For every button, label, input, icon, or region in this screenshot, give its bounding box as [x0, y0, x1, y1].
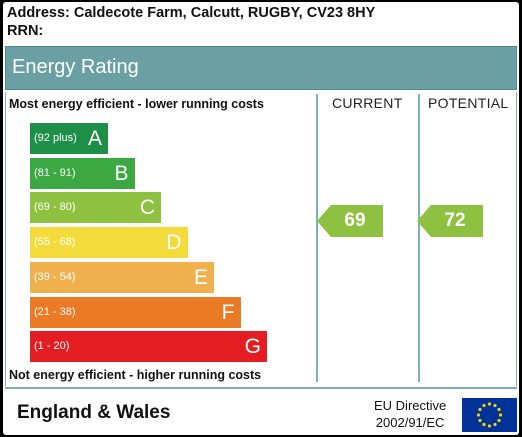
band-range: (39 - 54)	[34, 270, 76, 283]
eu-flag-icon	[462, 398, 517, 432]
band-g: (1 - 20) G	[30, 331, 267, 363]
top-note: Most energy efficient - lower running co…	[9, 97, 264, 111]
current-divider	[316, 94, 318, 382]
eu-directive: EU Directive 2002/91/EC	[374, 397, 446, 431]
band-range: (1 - 20)	[34, 340, 70, 353]
current-arrow-shape	[317, 205, 383, 238]
rating-chart	[5, 92, 517, 386]
band-f: (21 - 38) F	[30, 296, 241, 328]
band-e: (39 - 54) E	[30, 261, 214, 293]
band-letter: B	[114, 161, 129, 185]
potential-header: POTENTIAL	[428, 95, 509, 111]
band-range: (69 - 80)	[34, 201, 76, 214]
footer: England & Wales EU Directive 2002/91/EC	[5, 387, 517, 434]
band-range: (21 - 38)	[34, 305, 76, 318]
band-d: (55 - 68) D	[30, 227, 188, 259]
current-rating-arrow: 69	[317, 205, 383, 238]
directive-line-2: 2002/91/EC	[375, 415, 445, 430]
bottom-note: Not energy efficient - higher running co…	[9, 368, 262, 382]
band-c: (69 - 80) C	[30, 192, 161, 224]
band-range: (55 - 68)	[34, 236, 76, 249]
band-letter: E	[193, 265, 208, 289]
energy-rating-banner: Energy Rating	[5, 46, 517, 90]
address: Address: Caldecote Farm, Calcutt, RUGBY,…	[7, 5, 376, 21]
region-label: England & Wales	[17, 402, 171, 423]
potential-arrow-shape	[417, 205, 483, 238]
epc-certificate: Address: Caldecote Farm, Calcutt, RUGBY,…	[3, 2, 519, 435]
band-letter: A	[87, 127, 102, 150]
band-a: (92 plus) A	[30, 123, 108, 154]
band-range: (81 - 91)	[34, 166, 76, 179]
current-rating-value: 69	[344, 210, 366, 232]
banner-title: Energy Rating	[12, 56, 139, 78]
band-range: (92 plus)	[34, 132, 77, 144]
band-letter: C	[139, 196, 155, 220]
band-letter: D	[166, 231, 182, 255]
band-b: (81 - 91) B	[30, 157, 135, 189]
potential-rating-arrow: 72	[417, 205, 483, 238]
current-header: CURRENT	[332, 95, 403, 111]
directive-line-1: EU Directive	[374, 398, 447, 413]
band-letter: G	[244, 335, 261, 359]
potential-rating-value: 72	[444, 210, 466, 232]
potential-divider	[418, 94, 420, 382]
band-letter: F	[221, 300, 235, 324]
rrn-label: RRN:	[7, 23, 44, 39]
